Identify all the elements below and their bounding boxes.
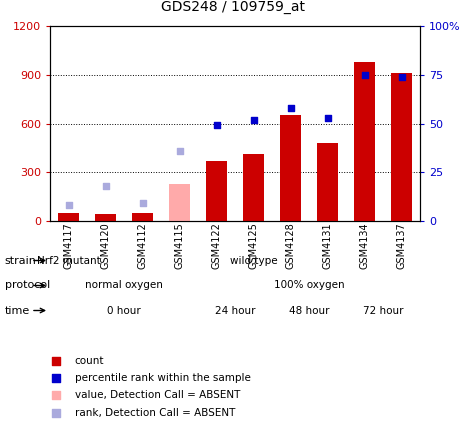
Point — [52, 409, 60, 416]
Text: percentile rank within the sample: percentile rank within the sample — [75, 373, 251, 383]
Text: Nrf2 mutant: Nrf2 mutant — [37, 256, 100, 265]
Text: time: time — [5, 305, 30, 316]
Text: 100% oxygen: 100% oxygen — [274, 280, 344, 291]
Text: strain: strain — [5, 256, 37, 265]
Text: 24 hour: 24 hour — [215, 305, 255, 316]
Point — [52, 375, 60, 382]
Text: count: count — [75, 356, 104, 366]
Point — [361, 71, 368, 78]
Bar — [317, 143, 338, 221]
Point — [213, 122, 220, 129]
Text: normal oxygen: normal oxygen — [85, 280, 163, 291]
Point — [287, 104, 294, 111]
Text: GDS248 / 109759_at: GDS248 / 109759_at — [160, 0, 305, 14]
Bar — [95, 214, 116, 221]
Bar — [354, 62, 375, 221]
Bar — [169, 184, 190, 221]
Bar — [133, 213, 153, 221]
Bar — [58, 213, 79, 221]
Point — [52, 358, 60, 365]
Point — [324, 114, 331, 121]
Text: value, Detection Call = ABSENT: value, Detection Call = ABSENT — [75, 390, 240, 400]
Bar — [392, 73, 412, 221]
Text: rank, Detection Call = ABSENT: rank, Detection Call = ABSENT — [75, 408, 235, 417]
Point — [139, 200, 146, 207]
Bar — [206, 161, 226, 221]
Text: wild type: wild type — [230, 256, 277, 265]
Text: protocol: protocol — [5, 280, 50, 291]
Bar — [280, 115, 301, 221]
Point — [102, 182, 109, 189]
Text: 72 hour: 72 hour — [363, 305, 403, 316]
Point — [52, 392, 60, 399]
Point — [250, 116, 257, 123]
Text: 48 hour: 48 hour — [289, 305, 329, 316]
Text: 0 hour: 0 hour — [107, 305, 141, 316]
Point — [65, 202, 72, 209]
Point — [398, 73, 405, 80]
Bar — [243, 153, 264, 221]
Point — [176, 147, 183, 154]
